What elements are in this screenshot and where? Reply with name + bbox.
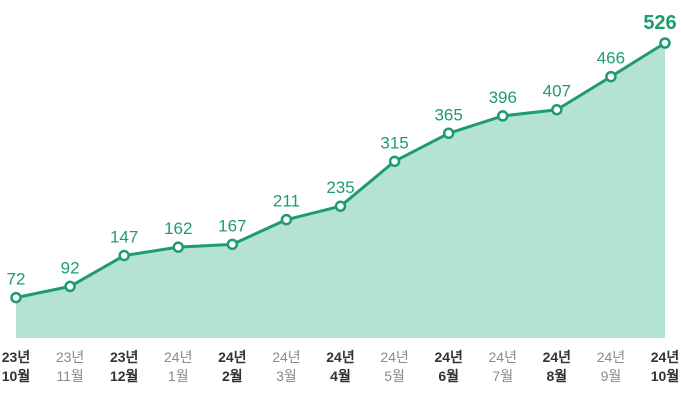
- tick-label-month: 1월: [168, 368, 189, 384]
- tick-label-month: 9월: [601, 368, 622, 384]
- tick-label-month: 3월: [276, 368, 297, 384]
- data-point: [605, 70, 617, 83]
- data-point: [388, 155, 401, 168]
- tick-label-month: 12월: [110, 368, 138, 384]
- data-label: 396: [489, 88, 517, 107]
- data-label: 365: [434, 105, 462, 124]
- tick-label-month: 4월: [330, 368, 351, 384]
- data-labels: 72 92 147 162 167 211 235 315 365 396 407 466 526: [7, 12, 677, 289]
- data-label: 92: [61, 258, 80, 277]
- data-point: [659, 37, 671, 49]
- tick-label-month: 8월: [546, 368, 567, 384]
- data-point: [497, 110, 509, 122]
- tick-label-year: 24년: [380, 349, 408, 365]
- data-label: 315: [380, 133, 408, 152]
- tick-label-year: 24년: [164, 349, 192, 365]
- data-label: 162: [164, 219, 192, 238]
- tick-label-month: 11월: [56, 368, 83, 384]
- x-axis-ticks: 23년 10월 23년 11월 23년 12월 24년 1월 24년 2월 24년 3월 24년 4월 24…: [2, 349, 679, 384]
- tick-label-month: 10월: [651, 368, 679, 384]
- data-label: 235: [326, 178, 354, 197]
- tick-label-year: 23년: [56, 349, 84, 365]
- data-point: [118, 249, 130, 262]
- data-point: [280, 213, 293, 226]
- tick-label-month: 10월: [2, 368, 30, 384]
- data-label: 167: [218, 216, 246, 235]
- tick-label-year: 23년: [110, 349, 138, 365]
- tick-label-month: 2월: [222, 368, 243, 384]
- tick-label-year: 24년: [651, 349, 679, 365]
- tick-label-year: 24년: [489, 349, 517, 365]
- data-label: 147: [110, 228, 138, 247]
- data-point: [64, 280, 76, 293]
- data-point: [551, 103, 563, 116]
- data-point: [10, 291, 22, 304]
- tick-label-month: 7월: [492, 368, 513, 384]
- data-label: 407: [543, 82, 571, 101]
- tick-label-year: 24년: [434, 349, 462, 365]
- tick-label-year: 23년: [2, 349, 30, 365]
- data-point: [226, 238, 239, 251]
- data-label: 526: [643, 12, 676, 34]
- tick-label-year: 24년: [218, 349, 246, 365]
- tick-label-year: 24년: [597, 349, 625, 365]
- tick-label-month: 6월: [438, 368, 459, 384]
- data-label: 72: [7, 270, 26, 289]
- tick-label-year: 24년: [272, 349, 300, 365]
- data-point: [442, 127, 455, 140]
- data-point: [172, 241, 184, 253]
- data-label: 211: [273, 192, 300, 211]
- data-point: [334, 200, 347, 212]
- tick-label-year: 24년: [326, 349, 354, 365]
- data-points: [10, 37, 671, 304]
- data-label: 466: [597, 49, 625, 68]
- tick-label-month: 5월: [384, 368, 405, 384]
- tick-label-year: 24년: [543, 349, 571, 365]
